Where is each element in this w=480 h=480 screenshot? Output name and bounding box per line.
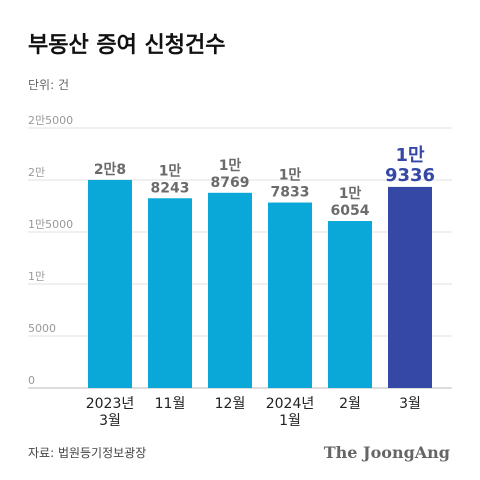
value-label: 1만 7833 xyxy=(271,168,310,201)
bar xyxy=(268,202,312,388)
source: 자료: 법원등기정보광장 xyxy=(28,446,146,460)
x-tick-label: 2024년 1월 xyxy=(266,396,315,429)
bar xyxy=(208,192,252,388)
bar xyxy=(148,198,192,388)
x-tick-label: 2023년 3월 xyxy=(86,396,135,429)
y-tick-label: 0 xyxy=(28,374,35,387)
value-label: 1만 6054 xyxy=(331,186,370,219)
y-tick-label: 1만5000 xyxy=(28,218,73,231)
y-tick-label: 5000 xyxy=(28,322,56,335)
y-tick-label: 2만 xyxy=(28,166,45,179)
y-tick-label: 2만5000 xyxy=(28,114,73,127)
x-tick-label: 3월 xyxy=(399,396,421,412)
logo: The JoongAng xyxy=(324,443,450,462)
x-tick-label: 2월 xyxy=(339,396,361,412)
bar xyxy=(88,179,132,388)
subtitle: 단위: 건 xyxy=(28,78,69,92)
bar xyxy=(328,221,372,388)
value-label: 2만8 xyxy=(94,162,126,178)
value-label: 1만 8769 xyxy=(211,158,250,191)
bar xyxy=(388,186,432,388)
x-tick-label: 11월 xyxy=(155,396,186,412)
chart-title: 부동산 증여 신청건수 xyxy=(28,33,225,58)
value-label: 1만 8243 xyxy=(151,163,190,196)
value-label: 1만 9336 xyxy=(385,145,435,186)
x-tick-label: 12월 xyxy=(215,396,246,412)
y-tick-label: 1만 xyxy=(28,270,45,283)
